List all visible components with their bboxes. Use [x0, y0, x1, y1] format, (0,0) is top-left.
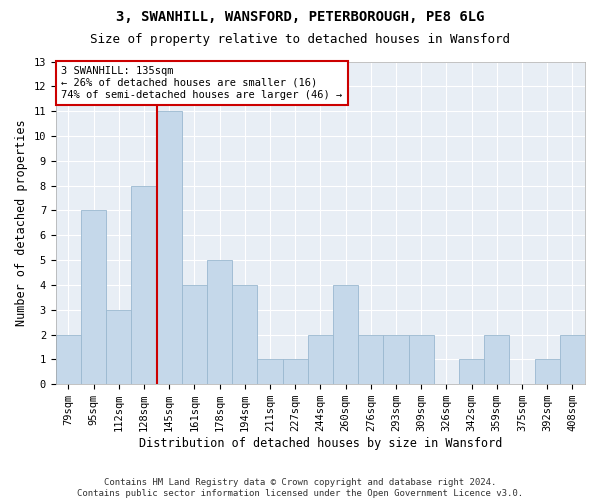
Bar — [383, 334, 409, 384]
Text: Size of property relative to detached houses in Wansford: Size of property relative to detached ho… — [90, 32, 510, 46]
Bar — [157, 111, 182, 384]
Bar — [333, 285, 358, 384]
Bar — [56, 334, 81, 384]
Bar — [484, 334, 509, 384]
Bar — [257, 360, 283, 384]
Bar — [207, 260, 232, 384]
Bar — [106, 310, 131, 384]
Bar — [283, 360, 308, 384]
Y-axis label: Number of detached properties: Number of detached properties — [15, 120, 28, 326]
Text: 3, SWANHILL, WANSFORD, PETERBOROUGH, PE8 6LG: 3, SWANHILL, WANSFORD, PETERBOROUGH, PE8… — [116, 10, 484, 24]
Bar — [182, 285, 207, 384]
Bar — [560, 334, 585, 384]
Bar — [358, 334, 383, 384]
Bar — [409, 334, 434, 384]
Bar — [131, 186, 157, 384]
Bar — [81, 210, 106, 384]
Bar — [459, 360, 484, 384]
Bar — [308, 334, 333, 384]
Bar — [535, 360, 560, 384]
Text: 3 SWANHILL: 135sqm
← 26% of detached houses are smaller (16)
74% of semi-detache: 3 SWANHILL: 135sqm ← 26% of detached hou… — [61, 66, 343, 100]
X-axis label: Distribution of detached houses by size in Wansford: Distribution of detached houses by size … — [139, 437, 502, 450]
Bar — [232, 285, 257, 384]
Text: Contains HM Land Registry data © Crown copyright and database right 2024.
Contai: Contains HM Land Registry data © Crown c… — [77, 478, 523, 498]
